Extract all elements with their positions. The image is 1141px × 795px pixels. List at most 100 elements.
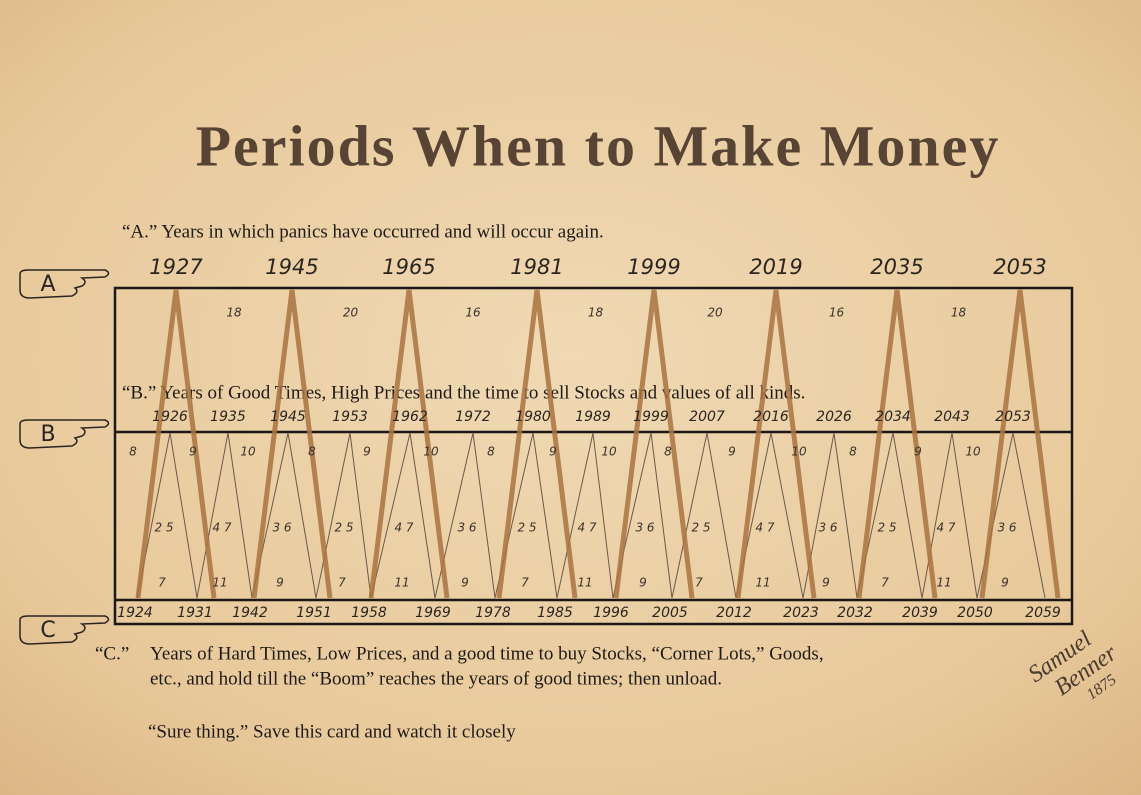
year-b: 2026	[816, 409, 852, 425]
interval: 20	[707, 306, 723, 320]
interval: 20	[343, 306, 359, 320]
year-b: 1999	[633, 409, 669, 425]
middle-numbers: 4 7	[577, 521, 596, 535]
middle-numbers: 2 5	[877, 521, 896, 535]
upper-number: 9	[549, 445, 557, 459]
year-a: 2053	[993, 255, 1046, 279]
year-b: 1962	[392, 409, 428, 425]
middle-numbers: 4 7	[212, 521, 231, 535]
year-a: 1999	[627, 255, 680, 279]
year-c: 2005	[652, 605, 688, 621]
year-a: 1927	[149, 255, 203, 279]
year-b: 2007	[689, 409, 725, 425]
hand-outline	[19, 419, 110, 449]
caption-c-line1: Years of Hard Times, Low Prices, and a g…	[150, 643, 824, 664]
year-a: 1981	[510, 255, 563, 279]
middle-numbers: 3 6	[272, 521, 291, 535]
pointing-hand: C	[19, 615, 110, 645]
panic-tent	[856, 289, 938, 599]
year-a: 2035	[870, 255, 923, 279]
upper-number: 9	[914, 445, 922, 459]
year-c: 1985	[537, 605, 573, 621]
middle-numbers: 3 6	[635, 521, 654, 535]
panic-tent	[979, 289, 1061, 599]
upper-number: 9	[363, 445, 371, 459]
interval: 18	[951, 306, 967, 320]
upper-number: 8	[129, 445, 137, 459]
lower-number: 7	[521, 576, 529, 590]
hand-outline	[19, 615, 110, 645]
middle-numbers: 2 5	[517, 521, 536, 535]
hand-letter: B	[40, 422, 55, 447]
interval: 18	[226, 306, 242, 320]
pointing-hand: B	[19, 419, 110, 449]
year-c: 2050	[957, 605, 993, 621]
panic-tent	[135, 289, 217, 599]
lower-number: 7	[881, 576, 889, 590]
upper-number: 9	[728, 445, 736, 459]
footer: “Sure thing.” Save this card and watch i…	[148, 721, 516, 742]
lower-number: 9	[822, 576, 830, 590]
year-c: 2023	[783, 605, 819, 621]
cycle-line	[136, 432, 1046, 599]
caption-c-label: “C.”	[95, 643, 129, 664]
year-b: 1972	[455, 409, 491, 425]
hand-outline	[19, 269, 110, 299]
caption-b: “B.” Years of Good Times, High Prices an…	[122, 382, 805, 403]
year-c: 1969	[415, 605, 451, 621]
upper-number: 8	[849, 445, 857, 459]
lower-number: 7	[338, 576, 346, 590]
panic-tent	[251, 289, 333, 599]
caption-a: “A.” Years in which panics have occurred…	[122, 221, 604, 242]
hand-letter: A	[40, 272, 55, 297]
year-a: 1945	[265, 255, 318, 279]
upper-number: 10	[791, 445, 807, 459]
year-b: 1989	[575, 409, 611, 425]
panic-tent	[368, 289, 450, 599]
year-b: 2016	[753, 409, 789, 425]
year-c: 1978	[475, 605, 511, 621]
middle-numbers: 3 6	[818, 521, 837, 535]
lower-number: 11	[936, 576, 951, 590]
interval: 18	[588, 306, 604, 320]
year-c: 2032	[837, 605, 873, 621]
year-b: 1926	[152, 409, 188, 425]
year-c: 1996	[593, 605, 629, 621]
interval: 16	[465, 306, 481, 320]
hand-letter: C	[40, 618, 55, 643]
lower-number: 9	[639, 576, 647, 590]
year-c: 1951	[296, 605, 332, 621]
lower-number: 9	[461, 576, 469, 590]
upper-number: 10	[601, 445, 617, 459]
upper-number: 8	[664, 445, 672, 459]
year-c: 2039	[902, 605, 938, 621]
lower-number: 9	[1001, 576, 1009, 590]
year-c: 2012	[716, 605, 752, 621]
middle-numbers: 2 5	[691, 521, 710, 535]
title: Periods When to Make Money	[196, 113, 1001, 178]
middle-numbers: 4 7	[394, 521, 413, 535]
year-b: 1953	[332, 409, 368, 425]
pointing-hand: A	[19, 269, 110, 299]
year-c: 1942	[232, 605, 268, 621]
panic-tent	[735, 289, 817, 599]
panic-tent	[613, 289, 695, 599]
panic-tent	[496, 289, 578, 599]
year-c: 1958	[351, 605, 387, 621]
year-c: 1924	[117, 605, 153, 621]
year-a: 1965	[382, 255, 435, 279]
middle-numbers: 4 7	[755, 521, 774, 535]
interval: 16	[829, 306, 845, 320]
year-b: 2034	[875, 409, 911, 425]
caption-c-line2: etc., and hold till the “Boom” reaches t…	[150, 668, 722, 689]
year-c: 1931	[177, 605, 213, 621]
lower-number: 7	[695, 576, 703, 590]
frame	[113, 286, 1074, 626]
lower-number: 11	[577, 576, 592, 590]
year-b: 2043	[934, 409, 970, 425]
year-c: 2059	[1025, 605, 1061, 621]
year-b: 1945	[270, 409, 306, 425]
